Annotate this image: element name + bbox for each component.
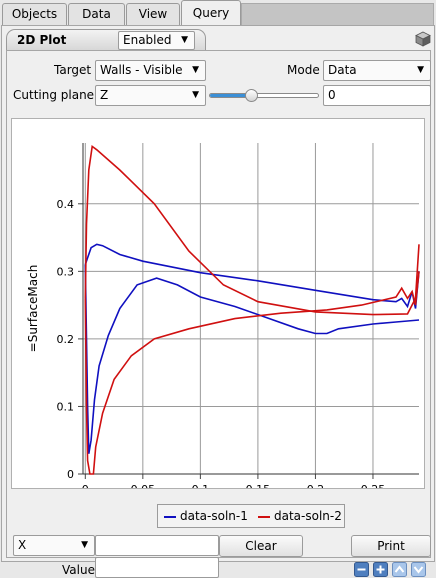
clear-button-label: Clear — [245, 539, 277, 553]
series-line-data-soln-2 — [84, 144, 420, 316]
chevron-down-icon: ▼ — [192, 65, 199, 75]
legend-swatch-soln-1 — [164, 516, 176, 518]
target-value: Walls - Visible — [100, 63, 183, 77]
x-tick-label: 0.2 — [307, 483, 325, 488]
section-header: 2D Plot Enabled ▼ — [6, 29, 206, 51]
x-tick-label: 0.15 — [246, 483, 271, 488]
axis-select[interactable]: X ▼ — [13, 535, 95, 556]
mode-label: Mode — [287, 63, 320, 77]
plot-frame: 00.050.10.150.20.2500.10.20.30.4X=Surfac… — [11, 118, 425, 509]
section-state-combo[interactable]: Enabled ▼ — [118, 31, 195, 50]
cube-icon[interactable] — [415, 31, 431, 47]
line-chart[interactable]: 00.050.10.150.20.2500.10.20.30.4X=Surfac… — [12, 119, 424, 509]
chevron-down-icon: ▼ — [81, 540, 88, 550]
plot-content: Target Walls - Visible ▼ Mode Data ▼ Cut… — [6, 50, 431, 578]
cutting-plane-label: Cutting plane — [13, 88, 95, 102]
chevron-down-icon: ▼ — [181, 35, 188, 45]
x-tick-label: 0 — [82, 483, 89, 488]
value-input[interactable] — [95, 557, 219, 578]
y-tick-label: 0 — [67, 468, 74, 481]
tab-query-label: Query — [192, 6, 230, 20]
series-line-data-soln-2 — [84, 271, 420, 475]
cutting-plane-slider[interactable] — [209, 93, 319, 98]
series-line-data-soln-1 — [84, 264, 420, 454]
y-tick-label: 0.3 — [57, 265, 75, 278]
tab-view[interactable]: View — [126, 3, 180, 25]
legend-label-soln-2: data-soln-2 — [274, 509, 342, 523]
chevron-down-icon: ▼ — [192, 90, 199, 100]
axis-select-value: X — [18, 538, 27, 552]
cutting-plane-combo[interactable]: Z ▼ — [95, 85, 206, 106]
tab-objects[interactable]: Objects — [2, 3, 67, 25]
tab-bar-fill — [241, 3, 434, 25]
target-combo[interactable]: Walls - Visible ▼ — [95, 60, 206, 81]
cutting-plane-value: Z — [100, 88, 109, 102]
mode-value: Data — [328, 63, 357, 77]
y-tick-label: 0.1 — [57, 400, 75, 413]
value-label: Value — [62, 563, 95, 577]
legend: data-soln-1 data-soln-2 — [157, 504, 345, 528]
print-button-label: Print — [377, 539, 405, 553]
legend-label-soln-1: data-soln-1 — [180, 509, 248, 523]
section-title: 2D Plot — [17, 33, 67, 47]
y-axis-label: =SurfaceMach — [26, 265, 40, 353]
axis-value-input[interactable] — [95, 535, 219, 556]
y-tick-label: 0.2 — [57, 333, 75, 346]
x-tick-label: 0.25 — [361, 483, 386, 488]
legend-swatch-soln-2 — [258, 516, 270, 518]
cutting-plane-input[interactable]: 0 — [323, 85, 431, 106]
tab-objects-label: Objects — [11, 7, 58, 21]
tab-bar: Objects Data View Query — [0, 0, 436, 26]
x-tick-label: 0.1 — [192, 483, 210, 488]
zoom-out-icon[interactable] — [354, 562, 369, 577]
query-panel: 2D Plot Enabled ▼ Target Walls - Visible… — [1, 25, 435, 578]
tab-view-label: View — [138, 7, 168, 21]
target-label: Target — [54, 63, 92, 77]
x-tick-label: 0.05 — [131, 483, 156, 488]
cutting-plane-number: 0 — [328, 88, 336, 102]
y-tick-label: 0.4 — [57, 198, 75, 211]
scroll-down-icon[interactable] — [411, 562, 426, 577]
slider-fill — [210, 94, 252, 97]
scroll-up-icon[interactable] — [392, 562, 407, 577]
clear-button[interactable]: Clear — [219, 535, 303, 557]
chevron-down-icon: ▼ — [417, 65, 424, 75]
slider-handle[interactable] — [244, 89, 258, 102]
section-state-value: Enabled — [123, 33, 172, 47]
print-button[interactable]: Print — [351, 535, 431, 557]
series-line-data-soln-1 — [84, 243, 420, 309]
tab-data-label: Data — [82, 7, 111, 21]
tab-query[interactable]: Query — [181, 0, 241, 26]
mode-combo[interactable]: Data ▼ — [323, 60, 431, 81]
zoom-in-icon[interactable] — [373, 562, 388, 577]
tab-data[interactable]: Data — [68, 3, 125, 25]
